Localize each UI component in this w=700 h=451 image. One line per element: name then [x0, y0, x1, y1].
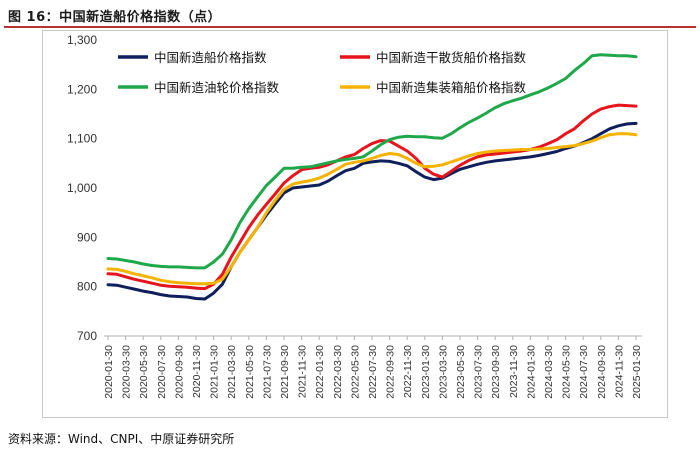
x-tick-label: 2024-03-30: [543, 345, 555, 399]
x-tick-label: 2022-11-30: [402, 345, 414, 398]
x-tick-label: 2020-11-30: [191, 345, 203, 398]
x-tick-label: 2021-03-30: [226, 345, 238, 399]
x-tick-label: 2022-05-30: [349, 345, 361, 399]
x-tick-label: 2024-05-30: [561, 345, 573, 399]
x-tick-label: 2022-09-30: [385, 345, 397, 399]
x-tick-label: 2023-11-30: [508, 345, 520, 398]
x-tick-label: 2023-09-30: [490, 345, 502, 399]
x-tick-label: 2023-01-30: [420, 345, 432, 399]
figure-title: 图 16：中国新造船价格指数（点）: [8, 10, 222, 25]
y-tick-label: 900: [77, 230, 97, 244]
x-tick-label: 2024-09-30: [596, 345, 608, 399]
x-tick-label: 2022-03-30: [332, 345, 344, 399]
x-tick-label: 2025-01-30: [631, 345, 643, 399]
series-line-2: [106, 103, 638, 291]
x-tick-label: 2021-01-30: [209, 345, 221, 399]
x-tick-label: 2024-11-30: [613, 345, 625, 398]
x-axis: 2020-01-30 2020-03-30 2020-05-30 2020-07-30…: [103, 336, 643, 399]
title-rule: [4, 26, 696, 28]
y-axis: 700 800 900 1,000 1,100 1,200 1,300: [67, 33, 97, 343]
y-tick-label: 1,200: [67, 82, 97, 96]
series-layer: [106, 53, 638, 301]
y-tick-label: 1,300: [67, 33, 97, 47]
x-tick-label: 2021-05-30: [244, 345, 256, 399]
x-tick-label: 2024-07-30: [578, 345, 590, 399]
x-tick-label: 2023-07-30: [473, 345, 485, 399]
x-tick-label: 2022-01-30: [314, 345, 326, 399]
x-tick-label: 2024-01-30: [525, 345, 537, 399]
legend-label-4: 中国新造集装箱船价格指数: [376, 80, 527, 95]
y-tick-label: 1,100: [67, 132, 97, 146]
x-tick-label: 2021-09-30: [279, 345, 291, 399]
x-tick-label: 2020-01-30: [103, 345, 115, 399]
x-tick-label: 2020-09-30: [173, 345, 185, 399]
x-tick-label: 2020-03-30: [121, 345, 133, 399]
x-tick-label: 2022-07-30: [367, 345, 379, 399]
series-line-4: [106, 132, 638, 286]
y-tick-label: 700: [77, 329, 97, 343]
legend-label-2: 中国新造干散货船价格指数: [376, 50, 527, 65]
x-tick-label: 2023-05-30: [455, 345, 467, 399]
series-line-3: [106, 53, 638, 270]
legend-label-1: 中国新造船价格指数: [154, 50, 267, 65]
legend-label-3: 中国新造油轮价格指数: [154, 80, 280, 95]
series-line-1: [106, 121, 638, 301]
y-tick-label: 1,000: [67, 181, 97, 195]
x-tick-label: 2020-05-30: [138, 345, 150, 399]
x-tick-label: 2023-03-30: [437, 345, 449, 399]
plot-frame: [42, 30, 668, 418]
y-tick-label: 800: [77, 280, 97, 294]
x-tick-label: 2021-07-30: [261, 345, 273, 399]
x-tick-label: 2021-11-30: [297, 345, 309, 398]
x-tick-label: 2020-07-30: [156, 345, 168, 399]
source-note: 资料来源：Wind、CNPI、中原证券研究所: [8, 432, 235, 446]
